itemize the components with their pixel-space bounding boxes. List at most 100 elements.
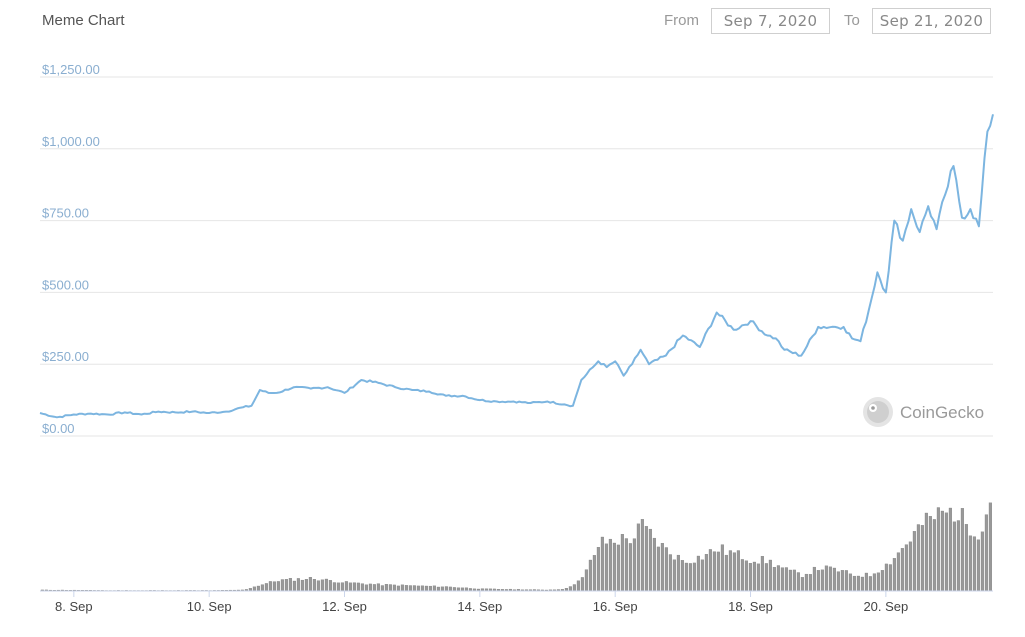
volume-bar (832, 567, 836, 592)
volume-bar (920, 525, 924, 592)
coingecko-logo-icon (863, 397, 893, 427)
volume-bar (824, 565, 828, 592)
volume-bar (884, 563, 888, 592)
volume-bar (372, 584, 376, 592)
volume-bar (620, 534, 624, 592)
volume-bar (788, 569, 792, 592)
y-axis-ticks: $0.00 $250.00 $500.00 $750.00 $1,000.00 $1,25… (42, 62, 100, 436)
y-tick-label: $250.00 (42, 349, 89, 364)
volume-bar (364, 584, 368, 592)
volume-bar (844, 570, 848, 592)
volume-bar (604, 543, 608, 592)
volume-bar (644, 526, 648, 592)
volume-bar (792, 569, 796, 592)
volume-bar (716, 551, 720, 592)
volume-bar (928, 516, 932, 592)
volume-bar (568, 586, 572, 592)
volume-bar (404, 585, 408, 592)
volume-bar (452, 587, 456, 592)
volume-bar (616, 544, 620, 592)
volume-bar (812, 566, 816, 592)
volume-bar (392, 584, 396, 592)
volume-bar (316, 580, 320, 592)
volume-bar (380, 585, 384, 592)
price-line (39, 114, 994, 419)
volume-bar (664, 547, 668, 592)
volume-bar (932, 519, 936, 592)
volume-bar (752, 561, 756, 592)
volume-bar (256, 585, 260, 592)
x-axis-ticks: 8. Sep 10. Sep 12. Sep 14. Sep 16. Sep 18. Se… (55, 591, 908, 614)
volume-bar (720, 544, 724, 592)
x-tick-label: 20. Sep (863, 599, 908, 614)
volume-bar (308, 577, 312, 592)
x-tick-label: 18. Sep (728, 599, 773, 614)
volume-bar (736, 550, 740, 592)
volume-bar (656, 546, 660, 592)
y-tick-label: $0.00 (42, 421, 75, 436)
volume-bar (800, 577, 804, 592)
volume-bar (748, 563, 752, 592)
volume-bar (708, 549, 712, 592)
volume-bar (732, 552, 736, 592)
volume-bar (340, 582, 344, 592)
volume-bar (280, 579, 284, 592)
x-tick-label: 14. Sep (457, 599, 502, 614)
volume-bar (356, 582, 360, 592)
x-tick-label: 10. Sep (187, 599, 232, 614)
volume-bar (696, 555, 700, 592)
volume-bar (584, 569, 588, 592)
volume-bar (768, 559, 772, 592)
volume-bar (572, 584, 576, 592)
volume-bar (408, 585, 412, 592)
volume-bar (296, 578, 300, 592)
volume-bar (588, 559, 592, 592)
volume-bar (600, 536, 604, 592)
volume-bar (760, 556, 764, 592)
volume-bar (936, 507, 940, 592)
volume-bar (948, 507, 952, 592)
volume-bar (724, 554, 728, 592)
volume-bar (924, 512, 928, 592)
volume-bar (276, 581, 280, 592)
x-tick-label: 12. Sep (322, 599, 367, 614)
to-date-input[interactable]: Sep 21, 2020 (872, 8, 991, 34)
volume-bar (444, 586, 448, 592)
volume-bar (900, 548, 904, 592)
volume-bar (956, 520, 960, 592)
volume-bar (388, 584, 392, 592)
volume-bar (712, 551, 716, 592)
volume-bar (740, 559, 744, 592)
volume-bar (816, 570, 820, 592)
watermark-text: CoinGecko (900, 403, 984, 422)
volume-bar (796, 572, 800, 592)
volume-bar (288, 578, 292, 592)
volume-bar (328, 580, 332, 592)
x-tick-label: 16. Sep (593, 599, 638, 614)
volume-bar (636, 523, 640, 592)
volume-bar (972, 536, 976, 592)
volume-bar (916, 524, 920, 592)
chart-title: Meme Chart (42, 12, 125, 29)
volume-bar (424, 585, 428, 592)
volume-bar (292, 580, 296, 592)
volume-bar (980, 531, 984, 592)
volume-bar (684, 562, 688, 592)
volume-bar (908, 541, 912, 592)
volume-bar (344, 581, 348, 592)
volume-bar (304, 579, 308, 592)
volume-bar (868, 576, 872, 592)
volume-bar (688, 563, 692, 592)
volume-bar (912, 531, 916, 592)
volume-bar (744, 560, 748, 592)
volume-bar (704, 554, 708, 592)
volume-bar (952, 521, 956, 592)
y-tick-label: $500.00 (42, 277, 89, 292)
from-date-input[interactable]: Sep 7, 2020 (711, 8, 830, 34)
volume-bar (668, 554, 672, 592)
volume-bar (416, 585, 420, 592)
volume-bar (820, 569, 824, 592)
x-tick-label: 8. Sep (55, 599, 93, 614)
volume-bar (268, 581, 272, 592)
